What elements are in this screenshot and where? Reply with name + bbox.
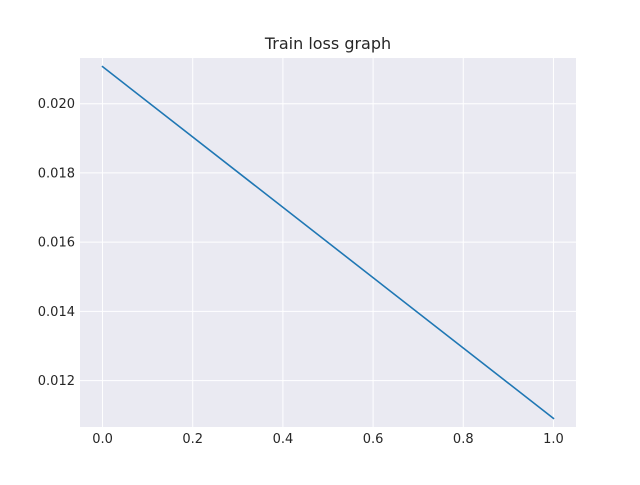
x-tick-label: 0.2 [182,432,203,447]
x-axis-ticks: 0.0 0.2 0.4 0.6 0.8 1.0 [92,432,564,447]
y-tick-label: 0.020 [38,97,75,112]
chart-title: Train loss graph [264,34,391,53]
x-tick-label: 0.4 [273,432,294,447]
y-tick-label: 0.018 [38,166,75,181]
series-line [101,65,555,420]
x-tick-label: 0.6 [363,432,384,447]
series-layer [101,65,555,420]
y-tick-label: 0.012 [38,374,75,389]
grid-lines [80,58,576,427]
x-tick-label: 0.0 [92,432,113,447]
x-tick-label: 0.8 [453,432,474,447]
y-tick-label: 0.016 [38,236,75,251]
y-axis-ticks: 0.012 0.014 0.016 0.018 0.020 [38,97,75,389]
x-tick-label: 1.0 [543,432,564,447]
y-tick-label: 0.014 [38,305,75,320]
